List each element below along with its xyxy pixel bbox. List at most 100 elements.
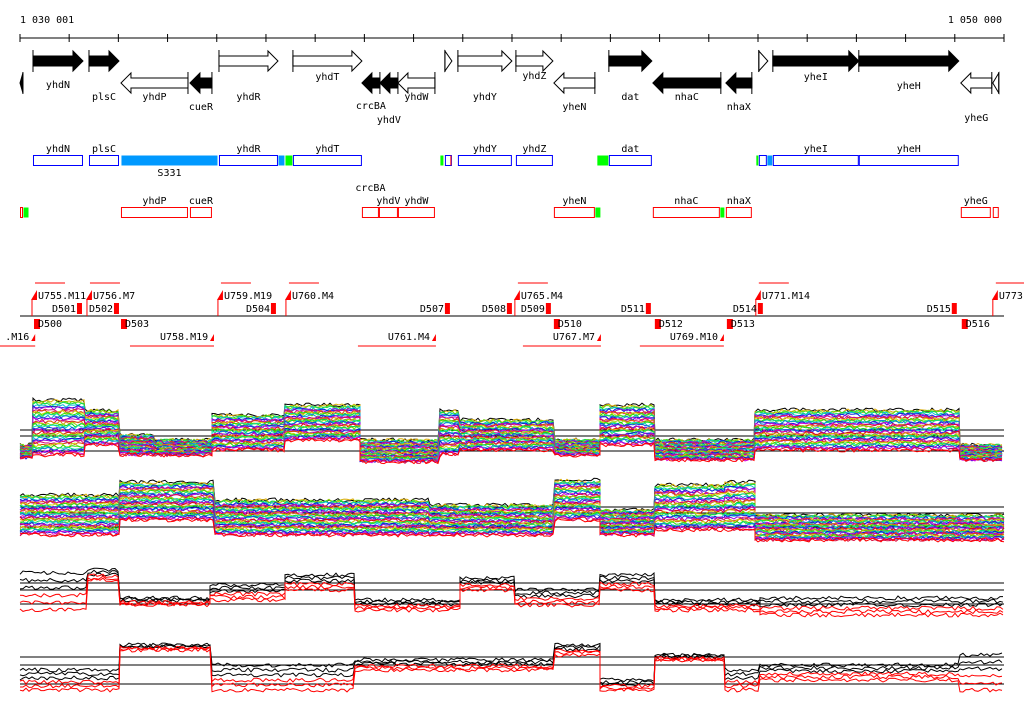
segment-end-marker — [596, 334, 601, 341]
gene-arrow — [379, 71, 399, 95]
segment-label: U765.M4 — [521, 291, 563, 302]
signal-line — [19, 436, 1003, 464]
annotation-green — [597, 155, 609, 166]
annotation-box — [515, 155, 553, 166]
segment-label: U759.M19 — [224, 291, 272, 302]
gene-label: nhaX — [727, 102, 751, 113]
annotation-label: nhaX — [727, 196, 751, 207]
segment-label: .M16 — [5, 332, 29, 343]
gene-label: yheG — [964, 113, 988, 124]
segment-end-marker — [506, 303, 512, 314]
annotation-box — [553, 207, 595, 218]
segment-label: D516 — [966, 319, 990, 330]
signal-line — [19, 483, 1005, 522]
signal-line — [19, 505, 1005, 535]
gene-arrow — [120, 71, 189, 95]
reverse-annotation-track: yhdP cueR crcBA yhdV yhdW yheN nhaC nhaX yheG — [20, 183, 999, 218]
annotation-label: yhdY — [473, 144, 497, 155]
gene-arrow — [553, 71, 596, 95]
forward-annotation-track: yhdN plsC S331 yhdR yhdT yhdY yhdZ dat yheI yheH — [32, 144, 959, 179]
segment-label: D515 — [927, 304, 951, 315]
segment-label: U761.M4 — [388, 332, 430, 343]
segment-start-marker — [284, 290, 291, 300]
gene-arrow — [515, 49, 554, 73]
segment-label: D509 — [521, 304, 545, 315]
segment-label: U771.M14 — [762, 291, 810, 302]
gene-arrow — [758, 49, 769, 73]
gene-arrow — [218, 49, 279, 73]
annotation-label: yhdN — [46, 144, 70, 155]
segment-end-marker — [757, 303, 763, 314]
annotation-label: yhdP — [142, 196, 166, 207]
signal-line — [19, 517, 1005, 543]
annotation-label: yhdZ — [522, 144, 546, 155]
annotation-label: yheH — [897, 144, 921, 155]
annotation-label: yhdW — [404, 196, 429, 207]
signal-line — [19, 643, 1003, 685]
segment-end-marker — [951, 303, 957, 314]
annotation-blue — [121, 155, 218, 166]
annotation-blue — [278, 155, 285, 166]
gene-label: yheH — [897, 81, 921, 92]
annotation-red — [450, 155, 452, 166]
annotation-box — [292, 155, 362, 166]
gene-arrow — [457, 49, 513, 73]
annotation-box — [772, 155, 859, 166]
gene-label: yhdY — [473, 92, 497, 103]
segment-label: U755.M11 — [38, 291, 86, 302]
annotation-box — [652, 207, 720, 218]
gene-arrow — [397, 71, 436, 95]
signal-line — [19, 567, 1003, 603]
signal-line — [19, 495, 1005, 529]
signal-line — [19, 491, 1005, 527]
segment-label: D512 — [659, 319, 683, 330]
gene-label: nhaC — [675, 92, 699, 103]
annotation-label: yheI — [804, 144, 828, 155]
annotation-label: yheN — [562, 196, 586, 207]
segment-end-marker — [209, 334, 214, 341]
annotation-green — [756, 155, 759, 166]
expression-signal-tracks — [19, 397, 1005, 693]
annotation-box — [189, 207, 212, 218]
segment-start-marker — [991, 290, 998, 300]
gene-label: plsC — [92, 92, 116, 103]
annotation-label: crcBA — [355, 183, 385, 194]
annotation-label: plsC — [92, 144, 116, 155]
annotation-label: yhdR — [236, 144, 261, 155]
gene-label: yheN — [562, 102, 586, 113]
annotation-green — [285, 155, 293, 166]
segment-end-marker — [270, 303, 276, 314]
segment-end-marker — [113, 303, 119, 314]
signal-panel — [19, 397, 1004, 465]
signal-line — [19, 480, 1005, 519]
gene-label: yhdN — [46, 80, 70, 91]
signal-line — [19, 577, 1004, 618]
segment-label: D514 — [733, 304, 757, 315]
gene-label: dat — [621, 92, 639, 103]
segment-end-marker — [645, 303, 651, 314]
gene-arrow — [361, 71, 381, 95]
signal-line — [19, 575, 1004, 615]
signal-line — [20, 646, 1003, 691]
annotation-label: S331 — [157, 168, 181, 179]
segment-end-marker — [654, 319, 661, 329]
segment-label: U767.M7 — [553, 332, 595, 343]
segment-start-marker — [85, 290, 92, 300]
annotation-box — [992, 207, 999, 218]
annotation-label: cueR — [189, 196, 214, 207]
ruler-start-label: 1 030 001 — [20, 15, 74, 26]
segment-label: D511 — [621, 304, 645, 315]
segment-end-marker — [31, 334, 36, 341]
signal-line — [19, 405, 1003, 450]
gene-label: yhdV — [377, 115, 401, 126]
gene-arrow — [88, 49, 120, 73]
segment-end-marker — [120, 319, 127, 329]
annotation-box — [960, 207, 991, 218]
segment-label: D501 — [52, 304, 76, 315]
segment-start-marker — [216, 290, 223, 300]
gene-label: crcBA — [356, 101, 386, 112]
segmentation-track: U755.M11 U756.M7 U759.M19 U760.M4 U765.M4 U77… — [0, 282, 1024, 347]
segment-end-marker — [545, 303, 551, 314]
segment-label: D510 — [558, 319, 582, 330]
gene-arrow — [992, 71, 1000, 95]
